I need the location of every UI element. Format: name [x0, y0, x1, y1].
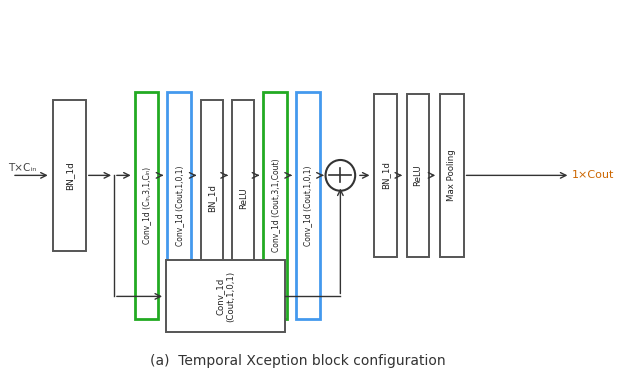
Text: ReLU: ReLU: [239, 187, 247, 209]
Bar: [407, 94, 429, 257]
Bar: [440, 94, 464, 257]
Text: BN_1d: BN_1d: [381, 162, 390, 189]
Text: Conv_1d (Cout,1,0,1): Conv_1d (Cout,1,0,1): [303, 165, 312, 246]
Bar: [374, 94, 397, 257]
Text: Conv_1d (Cout,3,1,Cout): Conv_1d (Cout,3,1,Cout): [271, 159, 280, 253]
Text: BN_1d: BN_1d: [207, 184, 216, 212]
Bar: [167, 92, 191, 319]
Text: Conv_1d (Cᵢₙ,3,1,Cᵢₙ): Conv_1d (Cᵢₙ,3,1,Cᵢₙ): [142, 167, 151, 244]
Bar: [53, 100, 86, 251]
Text: (a)  Temporal Xception block configuration: (a) Temporal Xception block configuratio…: [150, 354, 446, 368]
Bar: [166, 261, 285, 332]
Bar: [264, 92, 287, 319]
Text: Max Pooling: Max Pooling: [447, 149, 456, 201]
Text: BN_1d: BN_1d: [65, 161, 74, 190]
Text: ReLU: ReLU: [414, 165, 422, 186]
Bar: [232, 100, 254, 296]
Text: Conv_1d
(Cout,1,0,1): Conv_1d (Cout,1,0,1): [216, 271, 235, 322]
Bar: [135, 92, 159, 319]
Text: 1×Cout: 1×Cout: [572, 170, 614, 180]
Text: Conv_1d (Cout,1,0,1): Conv_1d (Cout,1,0,1): [175, 165, 184, 246]
Bar: [200, 100, 223, 296]
Text: T×Cᵢₙ: T×Cᵢₙ: [9, 163, 37, 173]
Bar: [296, 92, 320, 319]
